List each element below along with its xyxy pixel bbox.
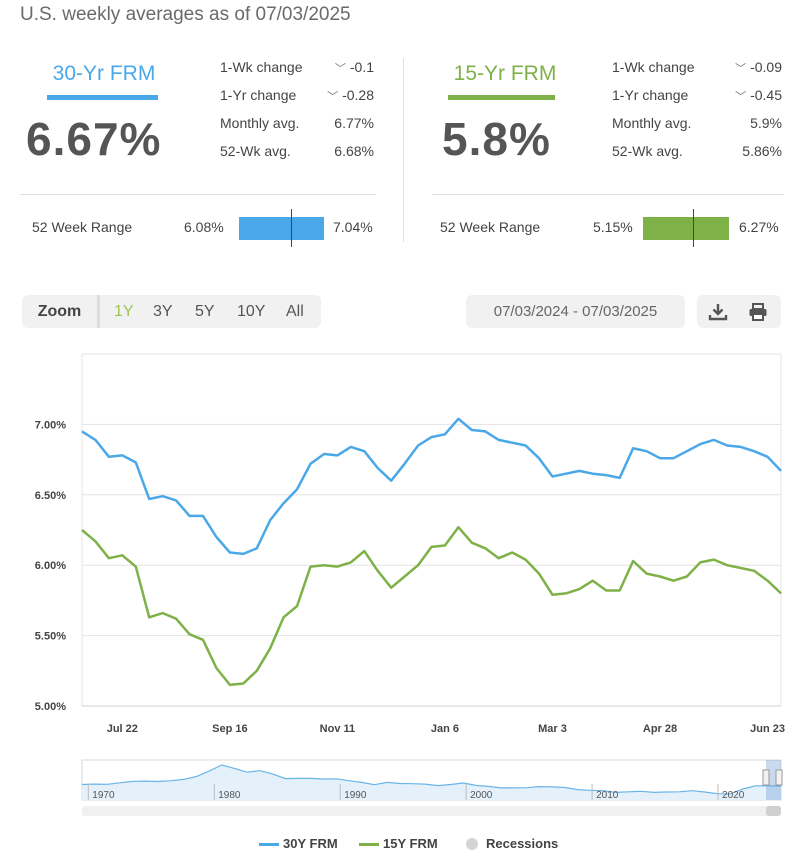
navigator-handle-right[interactable] bbox=[775, 769, 783, 786]
card-divider bbox=[432, 194, 784, 195]
download-icon[interactable] bbox=[707, 301, 729, 323]
navigator-scrollbar-thumb[interactable] bbox=[766, 806, 781, 816]
y-tick-label: 5.50% bbox=[35, 631, 66, 643]
zoom-10y-button[interactable]: 10Y bbox=[237, 303, 266, 320]
subtitle: U.S. weekly averages as of 07/03/2025 bbox=[20, 4, 351, 25]
stats-list: 1-Wk change ﹀ -0.1 1-Yr change ﹀ -0.28 Mon… bbox=[220, 59, 374, 171]
zoom-3y-button[interactable]: 3Y bbox=[153, 303, 173, 320]
stat-value: ﹀ -0.45 bbox=[735, 87, 782, 104]
product-title: 15-Yr FRM bbox=[453, 62, 557, 85]
navigator-tick-label: 2000 bbox=[470, 790, 493, 801]
stat-row: 1-Yr change ﹀ -0.28 bbox=[220, 87, 374, 115]
zoom-label: Zoom bbox=[22, 295, 100, 328]
stat-label: 52-Wk avg. bbox=[220, 143, 291, 159]
current-rate: 6.67% bbox=[26, 113, 162, 165]
navigator-tick-label: 2010 bbox=[596, 790, 619, 801]
zoom-5y-button[interactable]: 5Y bbox=[195, 303, 215, 320]
product-underline bbox=[47, 95, 158, 100]
stat-value: ﹀ -0.28 bbox=[327, 87, 374, 104]
stat-value: 6.77% bbox=[334, 115, 374, 131]
range-label: 52 Week Range bbox=[440, 219, 541, 235]
stat-value: 5.86% bbox=[742, 143, 782, 159]
legend-swatch bbox=[466, 838, 478, 850]
range-bar bbox=[643, 209, 729, 247]
stat-label: Monthly avg. bbox=[612, 115, 692, 131]
y-tick-label: 6.00% bbox=[35, 560, 66, 572]
rate-line-chart: 5.00% 5.50% 6.00% 6.50% 7.00% Jul 22 Sep 16 Nov… bbox=[35, 353, 785, 735]
range-label: 52 Week Range bbox=[32, 219, 133, 235]
legend-label: 30Y FRM bbox=[283, 836, 338, 851]
stat-row: Monthly avg. 6.77% bbox=[220, 115, 374, 143]
current-rate: 5.8% bbox=[442, 113, 551, 165]
stat-value-text: -0.45 bbox=[750, 87, 782, 103]
series-line-15y[interactable] bbox=[81, 525, 782, 687]
x-tick-label: Jul 22 bbox=[107, 723, 138, 735]
stat-value-text: -0.28 bbox=[342, 87, 374, 103]
x-tick-label: Sep 16 bbox=[212, 723, 247, 735]
y-tick-label: 7.00% bbox=[35, 419, 66, 431]
legend-label: Recessions bbox=[486, 836, 559, 851]
chevron-down-icon: ﹀ bbox=[334, 63, 346, 75]
y-tick-label: 6.50% bbox=[35, 490, 66, 502]
product-title: 30-Yr FRM bbox=[52, 62, 156, 85]
stat-value: ﹀ -0.1 bbox=[335, 59, 374, 76]
navigator-tick-label: 1970 bbox=[92, 790, 115, 801]
navigator-tick-label: 2020 bbox=[722, 790, 745, 801]
stat-row: 52-Wk avg. 6.68% bbox=[220, 143, 374, 171]
stat-value-text: -0.1 bbox=[349, 59, 374, 75]
navigator-tick-label: 1990 bbox=[344, 790, 367, 801]
product-underline bbox=[448, 95, 555, 100]
range-high: 6.27% bbox=[739, 219, 779, 235]
navigator-chart[interactable]: 1970 1980 1990 2000 2010 2020 bbox=[0, 756, 800, 820]
stat-value-text: -0.09 bbox=[750, 59, 782, 75]
stat-label: 1-Wk change bbox=[612, 59, 695, 75]
x-tick-label: Nov 11 bbox=[320, 723, 355, 735]
stat-value: 5.9% bbox=[750, 115, 782, 131]
stat-row: Monthly avg. 5.9% bbox=[612, 115, 782, 143]
zoom-1y-button[interactable]: 1Y bbox=[114, 303, 134, 320]
stat-label: 1-Wk change bbox=[220, 59, 303, 75]
stat-label: Monthly avg. bbox=[220, 115, 300, 131]
zoom-selector: Zoom 1Y 3Y 5Y 10Y All bbox=[22, 295, 321, 328]
chevron-down-icon: ﹀ bbox=[735, 91, 747, 103]
x-tick-label: Apr 28 bbox=[643, 723, 677, 735]
range-low: 5.15% bbox=[593, 219, 633, 235]
navigator-line bbox=[81, 764, 782, 795]
range-current-marker bbox=[290, 209, 293, 247]
stat-row: 52-Wk avg. 5.86% bbox=[612, 143, 782, 171]
card-separator bbox=[403, 58, 404, 242]
navigator-scrollbar-track[interactable] bbox=[82, 806, 781, 816]
chevron-down-icon: ﹀ bbox=[327, 91, 339, 103]
stat-value: 6.68% bbox=[334, 143, 374, 159]
range-current-marker bbox=[692, 209, 695, 247]
stat-row: 1-Yr change ﹀ -0.45 bbox=[612, 87, 782, 115]
range-low: 6.08% bbox=[184, 219, 224, 235]
y-tick-label: 5.00% bbox=[35, 701, 66, 713]
chart-tools bbox=[697, 295, 781, 328]
stat-row: 1-Wk change ﹀ -0.1 bbox=[220, 59, 374, 87]
stat-row: 1-Wk change ﹀ -0.09 bbox=[612, 59, 782, 87]
card-divider bbox=[20, 194, 376, 195]
chart-legend: 30Y FRM 15Y FRM Recessions bbox=[0, 834, 800, 854]
date-range-input[interactable]: 07/03/2024 - 07/03/2025 bbox=[466, 295, 685, 328]
stat-label: 1-Yr change bbox=[612, 87, 689, 103]
chevron-down-icon: ﹀ bbox=[735, 63, 747, 75]
print-icon[interactable] bbox=[747, 301, 769, 323]
x-tick-label: Jun 23 bbox=[750, 723, 785, 735]
zoom-all-button[interactable]: All bbox=[286, 303, 304, 320]
range-high: 7.04% bbox=[333, 219, 373, 235]
stats-list: 1-Wk change ﹀ -0.09 1-Yr change ﹀ -0.45 Mo… bbox=[612, 59, 782, 171]
series-line-30y[interactable] bbox=[81, 417, 782, 556]
navigator-handle-left[interactable] bbox=[762, 769, 770, 786]
legend-label: 15Y FRM bbox=[383, 836, 438, 851]
stat-value: ﹀ -0.09 bbox=[735, 59, 782, 76]
legend-swatch bbox=[259, 843, 279, 846]
legend-swatch bbox=[359, 843, 379, 846]
stat-label: 52-Wk avg. bbox=[612, 143, 683, 159]
x-tick-label: Jan 6 bbox=[431, 723, 459, 735]
x-tick-label: Mar 3 bbox=[538, 723, 567, 735]
navigator-tick-label: 1980 bbox=[218, 790, 241, 801]
stat-label: 1-Yr change bbox=[220, 87, 297, 103]
range-bar bbox=[239, 209, 324, 247]
